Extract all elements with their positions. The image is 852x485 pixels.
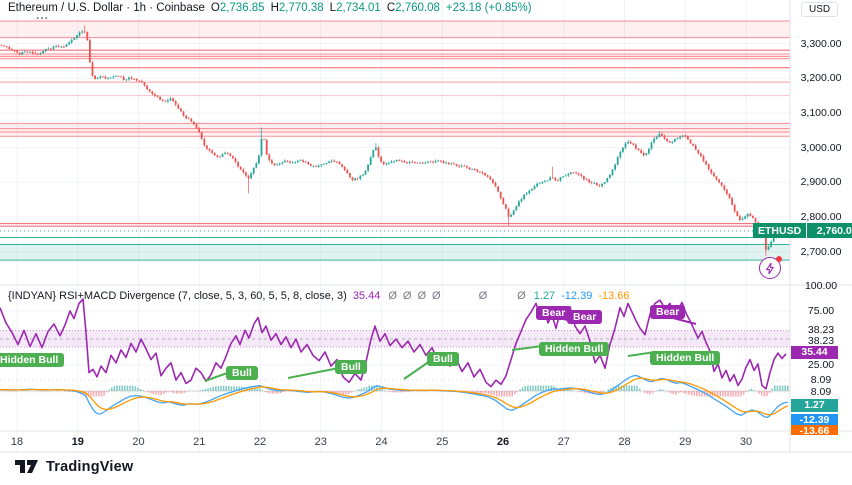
price-axis-label: 3,000.00 — [800, 141, 842, 154]
indicator-axis-label: 75.00 — [807, 305, 835, 317]
low-value: 2,734.01 — [336, 2, 381, 14]
price-axis-label: 3,100.00 — [800, 106, 842, 119]
indicator-value-badge: 35.44 — [791, 345, 838, 359]
time-axis-label: 21 — [193, 436, 206, 448]
price-axis-label: 3,300.00 — [800, 37, 842, 50]
indicator-value: -12.39 — [561, 290, 593, 302]
indicator-axis-label: 25.00 — [807, 359, 835, 371]
indicator-value: Ø — [478, 290, 488, 302]
time-axis-label: 26 — [496, 436, 510, 448]
open-label: O — [210, 2, 220, 14]
lightning-icon[interactable] — [759, 256, 782, 279]
time-axis-label: 18 — [10, 436, 24, 448]
price-axis-label: 2,700.00 — [800, 245, 842, 258]
price-axis-label: 2,900.00 — [800, 176, 842, 189]
close-label: C — [386, 2, 396, 14]
indicator-value-badge: -13.66 — [791, 424, 838, 435]
divergence-flag-bull: Bull — [226, 366, 258, 380]
indicator-value: 35.44 — [352, 290, 381, 302]
change-value: +23.18 (+0.85%) — [445, 2, 532, 14]
divergence-flag-bear: Bear — [650, 305, 686, 319]
indicator-value-badge: 1.27 — [791, 398, 838, 412]
high-value: 2,770.38 — [278, 2, 324, 14]
time-axis-label: 29 — [679, 436, 692, 448]
legend-more-button[interactable]: ... — [36, 8, 50, 22]
divergence-flag-bull: Bull — [427, 352, 459, 366]
indicator-axis-label: 38.23 — [807, 324, 835, 336]
time-axis-label: 19 — [71, 436, 84, 448]
time-axis-label: 27 — [557, 436, 570, 448]
time-axis-label: 25 — [436, 436, 449, 448]
indicator-value: Ø — [417, 290, 427, 302]
last-price-value: 2,760.08 — [807, 223, 852, 239]
indicator-legend: {INDYAN} RSI+MACD Divergence (7, close, … — [8, 290, 630, 302]
currency-unit-badge: USD — [801, 2, 839, 17]
indicator-value: Ø — [517, 290, 526, 302]
indicator-value: 1.27 — [533, 290, 556, 302]
time-axis-label: 30 — [739, 436, 753, 448]
divergence-flag-bull: Hidden Bull — [539, 342, 610, 356]
indicator-value: Ø — [432, 290, 441, 302]
time-axis-label: 23 — [314, 436, 327, 448]
divergence-flag-bull: Bull — [335, 360, 367, 374]
tradingview-logo[interactable]: TradingView — [14, 459, 133, 475]
indicator-title[interactable]: {INDYAN} RSI+MACD Divergence (7, close, … — [8, 290, 347, 302]
time-axis-label: 24 — [375, 436, 388, 448]
indicator-axis-label: 38.23 — [807, 335, 835, 347]
time-axis-label: 20 — [132, 436, 145, 448]
indicator-axis-label: 8.09 — [810, 386, 832, 398]
notification-dot — [776, 256, 782, 262]
divergence-flag-bull: Hidden Bull — [0, 353, 65, 367]
price-axis-label: 2,800.00 — [800, 211, 842, 224]
time-axis-label: 22 — [253, 436, 267, 448]
close-value: 2,760.08 — [395, 2, 440, 14]
indicator-value: -13.66 — [598, 290, 630, 302]
high-label: H — [270, 2, 279, 14]
time-axis-label: 28 — [618, 436, 631, 448]
low-label: L — [329, 2, 337, 14]
indicator-axis-label: 100.00 — [804, 280, 838, 292]
indicator-value: Ø — [388, 290, 397, 302]
indicator-values: 35.44 Ø Ø Ø Ø Ø Ø 1.27 -12.39 -13.66 — [347, 290, 630, 302]
chart-legend: Ethereum / U.S. Dollar · 1h · Coinbase O2… — [8, 2, 532, 14]
open-value: 2,736.85 — [219, 2, 265, 14]
indicator-value-badge: -12.39 — [791, 413, 838, 427]
indicator-value: Ø — [402, 290, 412, 302]
divergence-flag-bear: Bear — [536, 306, 572, 320]
indicator-axis-label: 8.09 — [810, 374, 832, 386]
tradingview-logo-text: TradingView — [46, 459, 134, 475]
divergence-flag-bear: Bear — [567, 310, 603, 324]
price-axis-label: 3,200.00 — [800, 72, 842, 85]
symbol-title[interactable]: Ethereum / U.S. Dollar · 1h · Coinbase — [8, 2, 205, 14]
divergence-flag-bull: Hidden Bull — [650, 351, 721, 365]
symbol-badge: ETHUSD — [753, 223, 808, 239]
bolt-glyph — [765, 262, 774, 274]
tradingview-logo-icon — [15, 460, 38, 473]
